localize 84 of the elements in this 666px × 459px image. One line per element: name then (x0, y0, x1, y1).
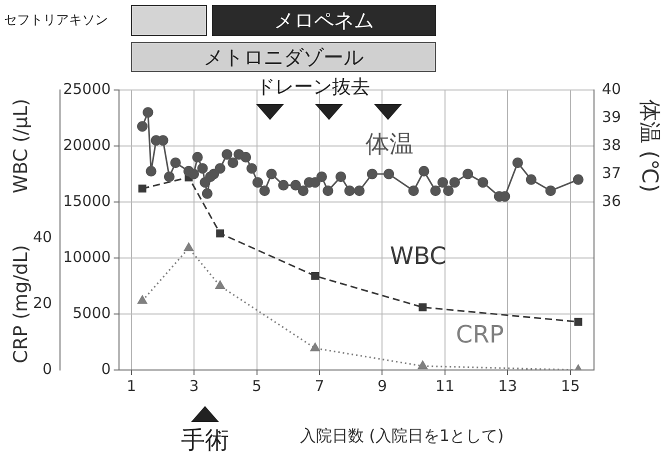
point (214, 163, 226, 174)
point (512, 158, 524, 168)
point (572, 174, 584, 185)
point (208, 168, 220, 180)
y3-axis-title: CRP (mg/dL) (10, 244, 32, 364)
point (146, 166, 156, 176)
y-axis-title: WBC (/μL) (10, 98, 32, 194)
point (216, 229, 224, 238)
text: 手術 (181, 425, 229, 456)
point (336, 172, 346, 182)
point (202, 188, 213, 199)
point (478, 177, 488, 188)
point (344, 186, 355, 196)
x-tick-label: 1 (126, 376, 136, 395)
x-tick-label: 9 (377, 376, 388, 395)
point (311, 272, 320, 280)
period-box: メトロニダゾール (131, 42, 436, 72)
point (240, 152, 252, 162)
point (215, 280, 225, 290)
point (430, 186, 441, 196)
point (228, 158, 238, 168)
point (322, 186, 334, 196)
x-axis-title: 入院日数 (入院日を1として) (300, 426, 504, 446)
point (418, 303, 427, 312)
period-box: メロペネム (212, 5, 436, 36)
annotation: ドレーン抜去 (256, 75, 370, 100)
point (449, 177, 460, 188)
y2-tick-label: 40 (602, 80, 622, 98)
point (354, 186, 365, 196)
y-tick-label: 20000 (63, 136, 111, 154)
point (384, 168, 394, 180)
point (222, 149, 232, 160)
point (184, 242, 194, 252)
y2-tick-label: 36 (602, 192, 622, 210)
y-tick-label: 0 (101, 360, 111, 378)
point (437, 177, 448, 188)
x-tick-label: 15 (560, 376, 580, 395)
x-tick-label: 5 (252, 376, 262, 395)
point (188, 168, 200, 180)
y2-tick-label: 39 (602, 108, 622, 126)
y3-tick-label: 0 (42, 360, 52, 378)
point (574, 318, 582, 326)
point (192, 152, 203, 162)
y3-tick-label: 20 (32, 294, 52, 312)
point (259, 186, 270, 196)
point (298, 186, 309, 196)
y2-tick-label: 37 (602, 164, 622, 182)
y-tick-label: 5000 (72, 304, 111, 322)
x-tick-label: 7 (314, 376, 324, 395)
point (252, 177, 264, 188)
point (246, 163, 258, 174)
point (418, 360, 428, 370)
point (462, 168, 474, 180)
text: セフトリアキソン (4, 12, 108, 29)
point (142, 107, 154, 118)
point (545, 186, 556, 196)
point (278, 180, 289, 190)
point (137, 121, 148, 132)
point (266, 168, 277, 180)
point (164, 172, 175, 182)
x-tick-label: 11 (435, 376, 454, 395)
point (443, 186, 454, 196)
series-label: CRP (456, 320, 504, 349)
series-label: 体温 (366, 130, 414, 158)
point (170, 158, 181, 168)
point (408, 186, 419, 196)
y-tick-label: 25000 (63, 80, 111, 98)
x-tick-label: 13 (498, 376, 518, 395)
point (526, 174, 536, 185)
point (316, 172, 328, 182)
y3-tick-label: 40 (32, 228, 52, 246)
point (290, 180, 301, 190)
point (138, 296, 148, 304)
point (418, 166, 430, 176)
x-tick-label: 3 (189, 376, 199, 395)
series-label: WBC (390, 242, 446, 270)
point (310, 342, 320, 352)
point (366, 168, 378, 180)
point (197, 163, 208, 174)
y-tick-label: 15000 (63, 192, 111, 210)
y-tick-label: 10000 (63, 248, 111, 266)
y2-tick-label: 38 (602, 136, 622, 154)
point (138, 184, 146, 193)
y2-axis-title: 体温 (℃) (636, 100, 662, 192)
